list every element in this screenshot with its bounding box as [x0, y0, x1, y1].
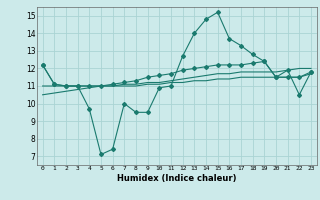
- X-axis label: Humidex (Indice chaleur): Humidex (Indice chaleur): [117, 174, 236, 183]
